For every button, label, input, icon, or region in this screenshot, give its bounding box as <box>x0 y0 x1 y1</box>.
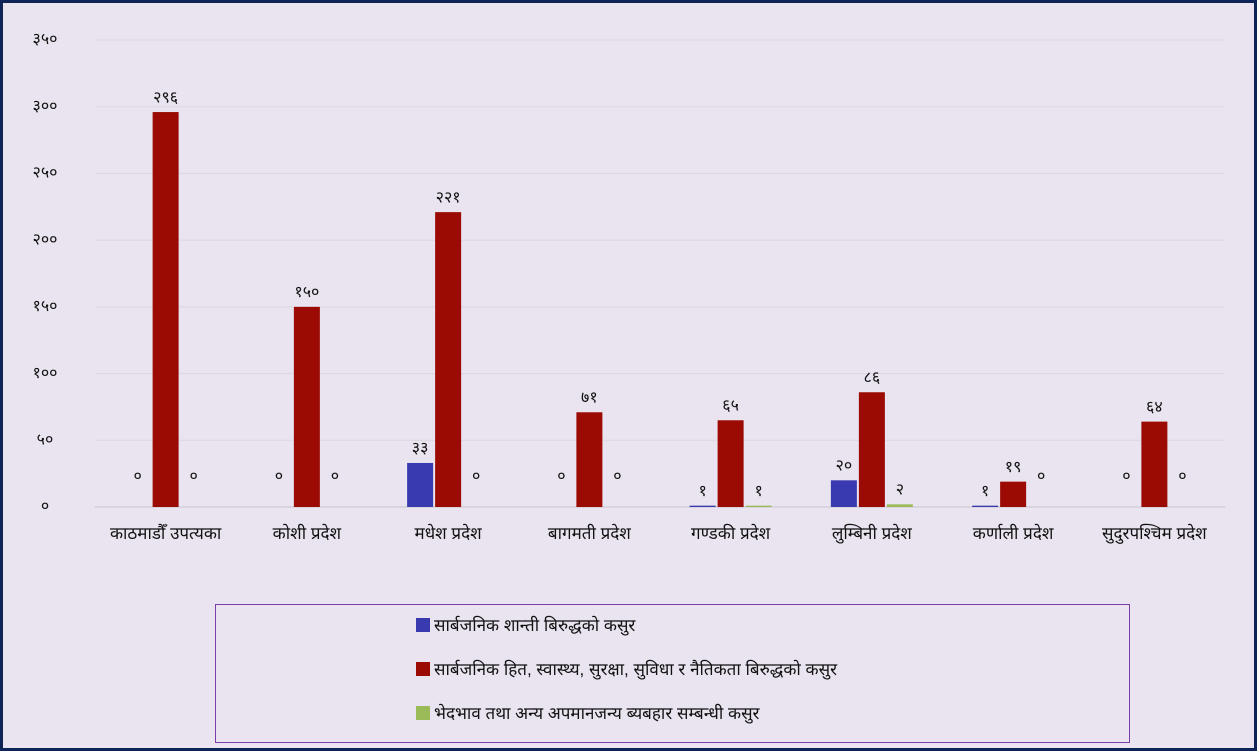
y-tick-label: १०० <box>33 365 58 382</box>
y-tick-label: १५० <box>33 298 58 315</box>
bar <box>972 505 999 507</box>
x-tick-label: कोशी प्रदेश <box>272 524 342 543</box>
bar <box>435 212 462 507</box>
legend-item: सार्बजनिक शान्ती बिरुद्धको कसुर <box>416 613 635 636</box>
bar <box>1000 481 1027 507</box>
data-label: १५० <box>294 284 319 301</box>
x-tick-label: सुदुरपश्चिम प्रदेश <box>1102 524 1207 543</box>
bar <box>293 306 320 507</box>
data-label: ० <box>1122 468 1130 485</box>
x-tick-label: मधेश प्रदेश <box>414 524 482 543</box>
data-label: २० <box>836 458 853 475</box>
legend-label: सार्बजनिक हित, स्वास्थ्य, सुरक्षा, सुविध… <box>434 660 838 679</box>
legend-item: भेदभाव तथा अन्य अपमानजन्य ब्यबहार सम्बन्… <box>416 701 760 724</box>
legend: सार्बजनिक शान्ती बिरुद्धको कसुर सार्बजनिक… <box>215 604 1130 743</box>
bar <box>689 505 716 507</box>
data-label: १ <box>981 483 989 500</box>
y-tick-label: ३०० <box>33 98 58 115</box>
legend-swatch <box>416 705 430 720</box>
x-tick-label: काठमाडौँ उपत्यका <box>109 524 222 543</box>
data-label: १९ <box>1005 459 1022 476</box>
bar <box>1141 421 1168 507</box>
data-label: १ <box>698 483 706 500</box>
data-label: २९६ <box>153 89 178 106</box>
y-tick-label: ५० <box>37 432 54 449</box>
data-label: ० <box>613 468 621 485</box>
bar <box>858 392 885 507</box>
x-tick-label: गण्डकी प्रदेश <box>691 524 771 543</box>
data-label: ० <box>557 468 565 485</box>
bar <box>576 412 603 507</box>
legend-label: सार्बजनिक शान्ती बिरुद्धको कसुर <box>434 616 636 635</box>
data-label: ० <box>275 468 283 485</box>
legend-swatch <box>416 661 430 676</box>
bar <box>717 420 744 507</box>
data-label: ३३ <box>412 440 429 457</box>
bar <box>886 504 913 507</box>
data-label: ७१ <box>581 389 598 406</box>
y-tick-label: ३५० <box>33 31 58 48</box>
bar <box>152 112 179 508</box>
data-label: ० <box>133 468 141 485</box>
data-label: ० <box>1037 468 1045 485</box>
data-label: ६४ <box>1146 399 1163 416</box>
data-label: ० <box>1178 468 1186 485</box>
data-label: ० <box>331 468 339 485</box>
legend-label: भेदभाव तथा अन्य अपमानजन्य ब्यबहार सम्बन्… <box>434 704 760 723</box>
data-label: २२१ <box>436 189 461 206</box>
data-label: ८६ <box>864 369 881 386</box>
bar <box>407 462 434 507</box>
data-label: २ <box>896 482 904 499</box>
bar <box>830 480 857 507</box>
y-tick-label: ० <box>41 498 49 515</box>
data-label: ० <box>472 468 480 485</box>
legend-item: सार्बजनिक हित, स्वास्थ्य, सुरक्षा, सुविध… <box>416 657 837 680</box>
y-tick-label: २५० <box>33 165 58 182</box>
x-tick-label: कर्णाली प्रदेश <box>972 524 1054 543</box>
bar <box>745 505 772 507</box>
legend-swatch <box>416 617 430 632</box>
x-tick-label: बागमती प्रदेश <box>547 524 631 543</box>
data-label: ० <box>189 468 197 485</box>
data-label: १ <box>754 483 762 500</box>
x-tick-label: लुम्बिनी प्रदेश <box>831 524 912 543</box>
data-label: ६५ <box>722 397 739 414</box>
y-tick-label: २०० <box>33 231 58 248</box>
